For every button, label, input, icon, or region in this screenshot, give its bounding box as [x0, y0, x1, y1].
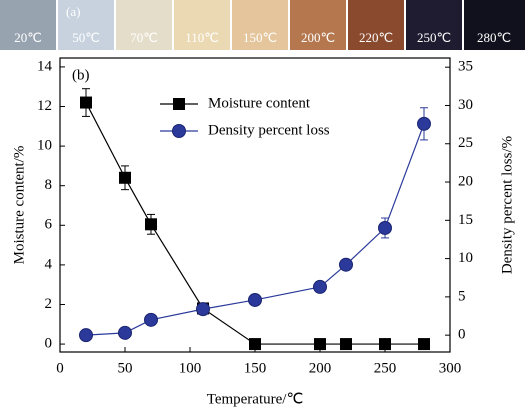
swatch-label: 280℃	[477, 30, 511, 45]
swatch	[58, 0, 114, 50]
marker	[340, 338, 352, 351]
series-line	[85, 102, 424, 345]
y-axis-label: Moisture content/%	[11, 146, 27, 265]
swatch	[232, 0, 288, 50]
y2-tick-label: 10	[458, 250, 473, 266]
marker	[379, 338, 391, 351]
x-tick-label: 250	[374, 360, 397, 376]
x-axis-label: Temperature/℃	[207, 391, 304, 407]
swatch	[116, 0, 172, 50]
swatch-label: 150℃	[243, 30, 277, 45]
y2-tick-label: 0	[458, 327, 466, 343]
y-tick-label: 0	[45, 336, 53, 352]
swatch-label: 200℃	[301, 30, 335, 45]
swatch	[174, 0, 230, 50]
marker	[313, 279, 327, 294]
legend-label: Moisture content	[208, 95, 311, 111]
marker	[314, 338, 326, 351]
swatch	[290, 0, 346, 50]
y-tick-label: 10	[37, 138, 52, 154]
panel-label: (a)	[66, 4, 80, 19]
photo-strip: (a) 20℃ 50℃ 70℃ 110℃ 150℃ 200℃ 220℃ 250℃ 280℃	[0, 0, 525, 50]
marker	[80, 96, 92, 109]
y2-tick-label: 30	[458, 97, 473, 113]
legend-marker	[173, 98, 185, 110]
x-tick-label: 150	[244, 360, 267, 376]
legend-label: Density percent loss	[208, 122, 330, 138]
y2-tick-label: 20	[458, 173, 473, 189]
y-tick-label: 14	[37, 58, 53, 74]
marker	[196, 302, 210, 317]
marker	[339, 257, 353, 272]
legend-marker	[172, 124, 186, 138]
marker	[79, 328, 93, 343]
y2-tick-label: 5	[458, 288, 466, 304]
x-tick-label: 50	[118, 360, 133, 376]
marker	[144, 312, 158, 327]
swatch-label: 70℃	[130, 30, 158, 45]
swatch-label: 20℃	[14, 30, 42, 45]
panel-label: (b)	[72, 67, 90, 83]
x-tick-label: 200	[309, 360, 332, 376]
swatch-label: 50℃	[72, 30, 100, 45]
y2-tick-label: 15	[458, 212, 473, 228]
x-tick-label: 300	[439, 360, 462, 376]
marker	[378, 220, 392, 235]
x-tick-label: 0	[56, 360, 64, 376]
x-tick-label: 100	[179, 360, 202, 376]
y-tick-label: 12	[37, 98, 52, 114]
swatch-label: 250℃	[417, 30, 451, 45]
swatch	[464, 0, 525, 50]
swatch	[348, 0, 404, 50]
marker	[417, 116, 431, 131]
y2-tick-label: 25	[458, 135, 473, 151]
marker	[248, 292, 262, 307]
marker	[418, 338, 430, 351]
marker	[249, 338, 261, 351]
y-tick-label: 2	[45, 296, 53, 312]
swatch-label: 110℃	[185, 30, 219, 45]
swatch-label: 220℃	[359, 30, 393, 45]
swatch	[406, 0, 462, 50]
marker	[118, 325, 132, 340]
y-tick-label: 8	[45, 177, 53, 193]
y-tick-label: 6	[45, 217, 53, 233]
marker	[145, 218, 157, 231]
y2-tick-label: 35	[458, 59, 473, 75]
y-tick-label: 4	[45, 256, 53, 272]
marker	[119, 171, 131, 184]
swatch	[0, 0, 56, 50]
y2-axis-label: Density percent loss/%	[499, 136, 515, 274]
